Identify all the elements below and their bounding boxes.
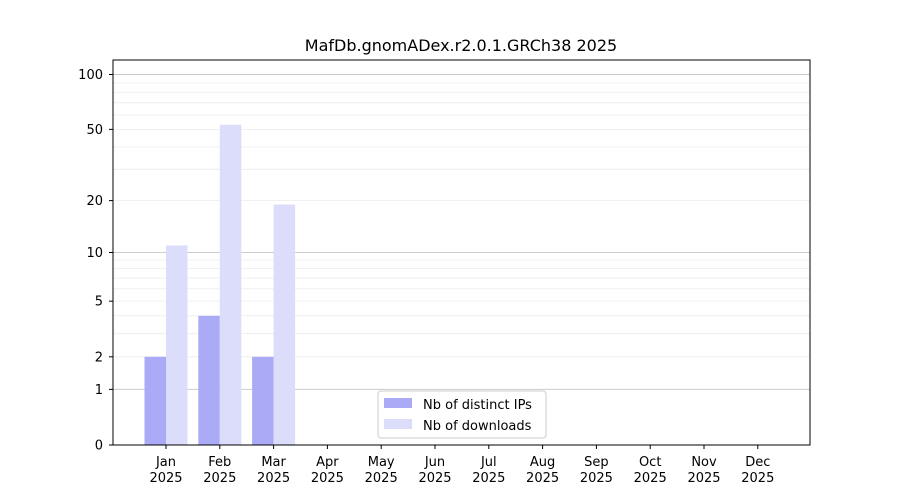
x-tick-label-month: Jun [424, 455, 445, 470]
y-tick-label: 50 [86, 123, 103, 138]
x-tick-label-year: 2025 [203, 471, 236, 486]
legend-label-downloads: Nb of downloads [423, 419, 532, 434]
x-tick-label-month: Apr [316, 455, 339, 470]
x-tick-label-month: Sep [584, 455, 609, 470]
x-tick-label-year: 2025 [257, 471, 290, 486]
legend-swatch-ips [384, 398, 412, 408]
x-tick-label-month: Nov [691, 455, 717, 470]
y-tick-label: 2 [95, 350, 103, 365]
x-axis: Jan2025Feb2025Mar2025Apr2025May2025Jun20… [149, 445, 774, 486]
x-tick-label-month: Dec [745, 455, 770, 470]
x-tick-label-year: 2025 [687, 471, 720, 486]
bar-ips-mar [252, 356, 274, 445]
legend-swatch-downloads [384, 419, 412, 429]
y-tick-label: 0 [95, 439, 103, 454]
y-tick-label: 100 [78, 68, 103, 83]
x-tick-label-month: Feb [208, 455, 231, 470]
x-tick-label-year: 2025 [149, 471, 182, 486]
x-tick-label-year: 2025 [418, 471, 451, 486]
bar-downloads-jan [166, 245, 188, 445]
legend-label-ips: Nb of distinct IPs [423, 398, 532, 413]
bar-downloads-mar [273, 204, 296, 445]
x-tick-label-year: 2025 [741, 471, 774, 486]
x-tick-label-year: 2025 [311, 471, 344, 486]
x-tick-label-year: 2025 [365, 471, 398, 486]
bar-ips-feb [198, 315, 220, 445]
x-tick-label-year: 2025 [580, 471, 613, 486]
y-axis: 0 1 2 5 10 20 50 100 [78, 68, 113, 454]
x-tick-label-month: Jul [480, 455, 497, 470]
x-tick-label-month: May [368, 455, 395, 470]
legend-box [377, 390, 547, 439]
y-tick-label: 1 [95, 383, 103, 398]
x-tick-label-month: Jan [155, 455, 176, 470]
y-tick-label: 10 [86, 246, 103, 261]
bars [144, 124, 296, 445]
x-tick-label-month: Mar [261, 455, 286, 470]
bar-downloads-feb [219, 124, 242, 445]
x-tick-label-year: 2025 [472, 471, 505, 486]
y-tick-label: 5 [95, 295, 103, 310]
chart-title: MafDb.gnomADex.r2.0.1.GRCh38 2025 [305, 36, 617, 55]
legend: Nb of distinct IPs Nb of downloads [377, 390, 547, 439]
y-tick-label: 20 [86, 194, 103, 209]
x-tick-label-year: 2025 [634, 471, 667, 486]
x-tick-label-month: Oct [639, 455, 661, 470]
bar-ips-jan [144, 356, 166, 445]
x-tick-label-month: Aug [530, 455, 555, 470]
x-tick-label-year: 2025 [526, 471, 559, 486]
